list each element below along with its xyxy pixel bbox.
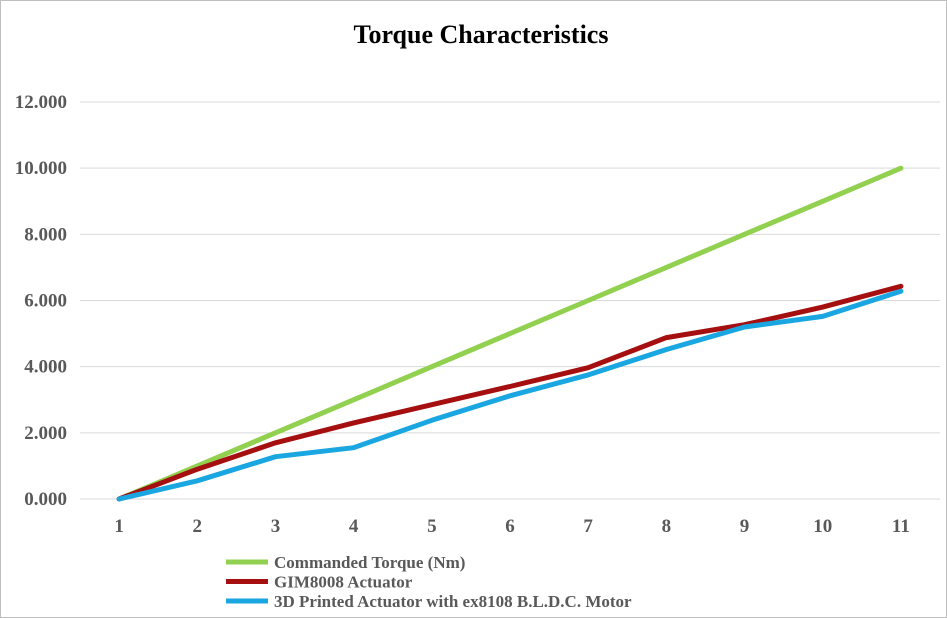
x-tick-label: 11 bbox=[892, 516, 910, 537]
legend-label: GIM8008 Actuator bbox=[274, 573, 413, 592]
x-tick-label: 10 bbox=[813, 516, 832, 537]
y-tick-label: 10.000 bbox=[15, 158, 67, 179]
gridlines bbox=[80, 101, 940, 500]
y-axis-tick-labels: 0.000 2.000 4.000 6.000 8.000 10.000 12.000 bbox=[15, 92, 67, 510]
chart-title: Torque Characteristics bbox=[354, 20, 609, 49]
x-tick-label: 4 bbox=[349, 516, 359, 537]
y-tick-label: 12.000 bbox=[15, 92, 67, 113]
x-tick-label: 6 bbox=[505, 516, 515, 537]
x-tick-label: 7 bbox=[583, 516, 593, 537]
legend-label: Commanded Torque (Nm) bbox=[274, 553, 465, 572]
y-tick-label: 4.000 bbox=[24, 357, 67, 378]
series-line-1 bbox=[116, 165, 904, 502]
y-tick-label: 0.000 bbox=[24, 489, 67, 510]
legend: Commanded Torque (Nm)GIM8008 Actuator3D … bbox=[226, 553, 632, 611]
x-tick-label: 2 bbox=[193, 516, 203, 537]
y-tick-label: 6.000 bbox=[24, 291, 67, 312]
y-tick-label: 2.000 bbox=[24, 423, 67, 444]
x-tick-label: 1 bbox=[114, 516, 124, 537]
y-tick-label: 8.000 bbox=[24, 224, 67, 245]
series-line-3 bbox=[116, 288, 904, 502]
series-lines bbox=[116, 165, 904, 502]
series-line-2 bbox=[116, 283, 904, 502]
x-tick-label: 3 bbox=[271, 516, 281, 537]
x-tick-label: 9 bbox=[740, 516, 750, 537]
x-axis-tick-labels: 1 2 3 4 5 6 7 8 9 10 11 bbox=[114, 516, 910, 537]
x-tick-label: 5 bbox=[427, 516, 437, 537]
legend-label: 3D Printed Actuator with ex8108 B.L.D.C.… bbox=[274, 592, 632, 611]
x-tick-label: 8 bbox=[662, 516, 672, 537]
